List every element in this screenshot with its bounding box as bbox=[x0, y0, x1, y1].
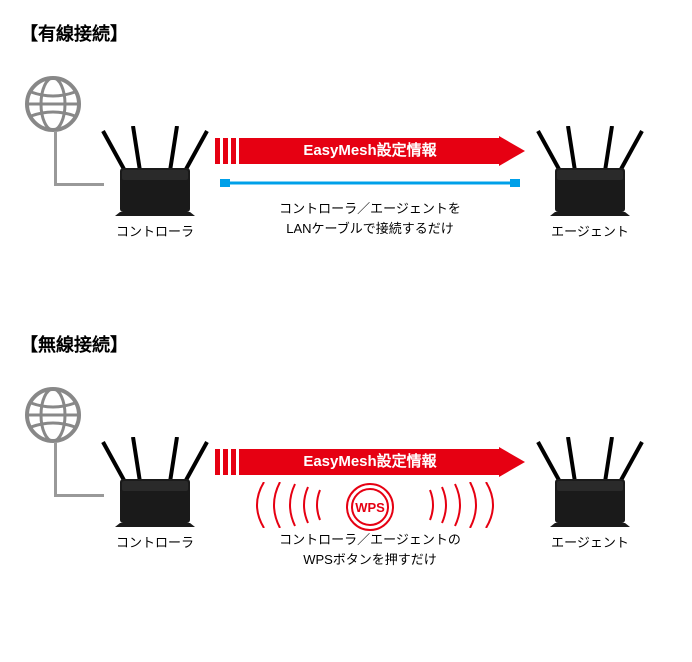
agent-label: エージェント bbox=[550, 221, 630, 240]
wps-waves-left bbox=[230, 482, 330, 533]
wireless-section: 【無線接続】 bbox=[20, 331, 672, 582]
globe-icon bbox=[25, 387, 81, 448]
wired-description: コントローラ／エージェントを LANケーブルで接続するだけ bbox=[250, 199, 490, 238]
wps-text: WPS bbox=[355, 500, 385, 515]
desc-line1: コントローラ／エージェントを bbox=[279, 201, 461, 216]
globe-connector-v bbox=[54, 442, 57, 497]
desc-line2: WPSボタンを押すだけ bbox=[303, 552, 437, 567]
globe-connector-v bbox=[54, 131, 57, 186]
wired-diagram: EasyMesh設定情報 コントローラ／エージェントを LANケーブルで接続する… bbox=[20, 71, 672, 271]
controller-label: コントローラ bbox=[115, 532, 195, 551]
agent-label: エージェント bbox=[550, 532, 630, 551]
wps-circle-icon: WPS bbox=[345, 482, 395, 537]
wireless-description: コントローラ／エージェントの WPSボタンを押すだけ bbox=[250, 530, 490, 569]
controller-router bbox=[95, 437, 215, 532]
desc-line1: コントローラ／エージェントの bbox=[279, 532, 461, 547]
agent-router bbox=[530, 437, 650, 532]
wired-title: 【有線接続】 bbox=[20, 20, 672, 46]
arrow-label: EasyMesh設定情報 bbox=[245, 139, 495, 160]
globe-icon bbox=[25, 76, 81, 137]
controller-label: コントローラ bbox=[115, 221, 195, 240]
lan-cable bbox=[220, 176, 520, 194]
agent-router bbox=[530, 126, 650, 221]
wireless-title: 【無線接続】 bbox=[20, 331, 672, 357]
desc-line2: LANケーブルで接続するだけ bbox=[286, 221, 454, 236]
arrow-label: EasyMesh設定情報 bbox=[245, 450, 495, 471]
wps-waves-right bbox=[420, 482, 520, 533]
controller-router bbox=[95, 126, 215, 221]
wireless-diagram: EasyMesh設定情報 WPS bbox=[20, 382, 672, 582]
wired-section: 【有線接続】 bbox=[20, 20, 672, 271]
